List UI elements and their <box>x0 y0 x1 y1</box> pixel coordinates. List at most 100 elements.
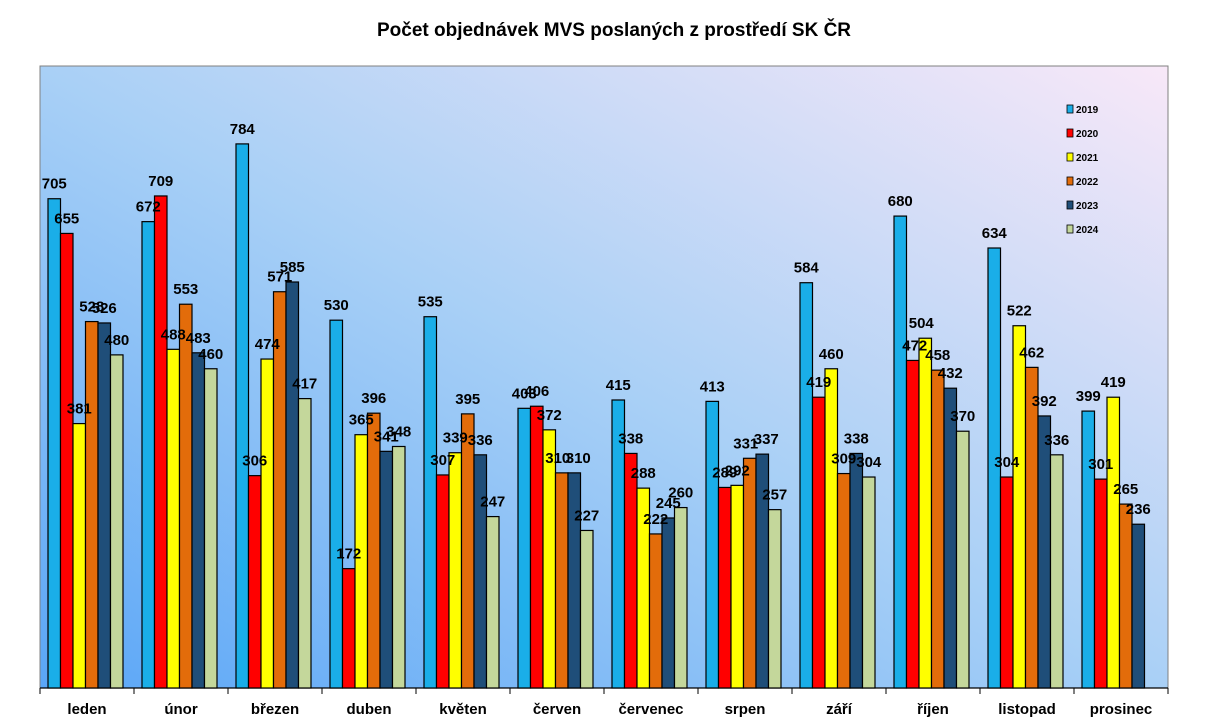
data-label: 504 <box>909 315 935 332</box>
bar-2021-únor <box>166 348 181 689</box>
data-label: 304 <box>856 454 882 471</box>
data-label: 381 <box>67 401 92 418</box>
bar-2021-září <box>824 368 839 689</box>
data-label: 310 <box>566 450 591 467</box>
bar-2020-listopad <box>999 476 1014 689</box>
data-label: 784 <box>230 121 256 138</box>
data-label: 306 <box>242 453 267 470</box>
bar-2020-červen <box>529 405 544 689</box>
data-label: 392 <box>1032 393 1057 410</box>
bar-2021-březen <box>260 358 275 689</box>
bar-2023-duben <box>379 450 394 689</box>
legend-swatch-2019 <box>1066 104 1074 114</box>
data-label: 172 <box>336 546 361 563</box>
category-label-únor: únor <box>164 701 197 718</box>
bar-2023-únor <box>191 352 206 689</box>
plot-area <box>39 65 1169 689</box>
data-label: 310 <box>545 450 570 467</box>
data-label: 403 <box>512 385 537 402</box>
bar-2019-květen <box>423 316 438 689</box>
bar-2024-září <box>861 476 876 689</box>
bar-2022-červenec <box>648 533 663 689</box>
data-label: 472 <box>902 337 927 354</box>
bar-2024-červen <box>579 529 594 689</box>
data-label: 337 <box>754 431 779 448</box>
bar-2024-leden <box>109 354 124 689</box>
bar-2024-duben <box>391 445 406 689</box>
data-label: 304 <box>994 454 1020 471</box>
data-label: 292 <box>725 462 750 479</box>
bar-2024-srpen <box>767 509 782 689</box>
data-label: 288 <box>631 465 656 482</box>
bar-2022-listopad <box>1024 366 1039 689</box>
bar-2019-leden <box>47 198 62 689</box>
category-label-leden: leden <box>67 701 106 718</box>
data-label: 526 <box>92 300 117 317</box>
data-label: 655 <box>54 210 79 227</box>
category-label-březen: březen <box>251 701 299 718</box>
data-label: 528 <box>79 299 104 316</box>
legend-label-2024: 2024 <box>1076 225 1099 236</box>
bar-2023-červen <box>567 472 582 689</box>
bar-2022-květen <box>460 413 475 689</box>
data-label: 585 <box>280 259 305 276</box>
data-label: 419 <box>1101 374 1126 391</box>
bar-2024-únor <box>203 368 218 689</box>
bar-2020-duben <box>341 568 356 689</box>
bar-2024-listopad <box>1049 454 1064 689</box>
data-label: 474 <box>255 336 281 353</box>
data-label: 257 <box>762 487 787 504</box>
legend-label-2019: 2019 <box>1076 105 1099 116</box>
bar-2019-září <box>799 282 814 689</box>
data-label: 222 <box>643 511 668 528</box>
bar-2021-červen <box>542 429 557 689</box>
legend-swatch-2022 <box>1066 176 1074 186</box>
bar-2023-červenec <box>661 517 676 689</box>
data-label: 432 <box>938 365 963 382</box>
data-label: 307 <box>430 452 455 469</box>
data-label: 460 <box>819 346 844 363</box>
bar-2021-prosinec <box>1106 396 1121 689</box>
data-label: 341 <box>374 428 399 445</box>
data-label: 265 <box>1113 481 1138 498</box>
bar-2022-září <box>836 472 851 689</box>
bar-2019-prosinec <box>1081 410 1096 689</box>
data-label: 289 <box>712 464 737 481</box>
bar-2019-únor <box>141 221 156 689</box>
data-label: 535 <box>418 294 443 311</box>
data-label: 309 <box>831 451 856 468</box>
data-label: 372 <box>537 407 562 424</box>
data-label: 530 <box>324 297 349 314</box>
data-label: 247 <box>480 494 505 511</box>
data-label: 365 <box>349 412 374 429</box>
data-label: 339 <box>443 430 468 447</box>
data-label: 336 <box>1044 432 1069 449</box>
data-label: 680 <box>888 193 913 210</box>
bar-2023-květen <box>473 454 488 689</box>
data-label: 553 <box>173 281 198 298</box>
bar-2020-červenec <box>623 452 638 689</box>
data-label: 396 <box>361 390 386 407</box>
data-label: 571 <box>267 269 292 286</box>
bar-2022-duben <box>366 412 381 689</box>
bar-2023-září <box>849 452 864 689</box>
data-label: 348 <box>386 423 411 440</box>
bar-2023-leden <box>97 322 112 689</box>
legend-label-2021: 2021 <box>1076 153 1099 164</box>
bar-2019-listopad <box>987 247 1002 689</box>
data-label: 488 <box>161 326 186 343</box>
data-label: 395 <box>455 391 480 408</box>
bar-2020-srpen <box>717 486 732 689</box>
data-label: 483 <box>186 330 211 347</box>
category-label-červen: červen <box>533 701 581 718</box>
bar-2023-prosinec <box>1131 523 1146 689</box>
data-label: 370 <box>950 408 975 425</box>
bar-2019-říjen <box>893 215 908 689</box>
bar-2022-červen <box>554 472 569 689</box>
data-label: 672 <box>136 199 161 216</box>
legend-label-2020: 2020 <box>1076 129 1099 140</box>
category-label-duben: duben <box>347 701 392 718</box>
bar-2021-listopad <box>1012 325 1027 689</box>
bar-2023-březen <box>285 281 300 689</box>
bar-2019-březen <box>235 143 250 689</box>
